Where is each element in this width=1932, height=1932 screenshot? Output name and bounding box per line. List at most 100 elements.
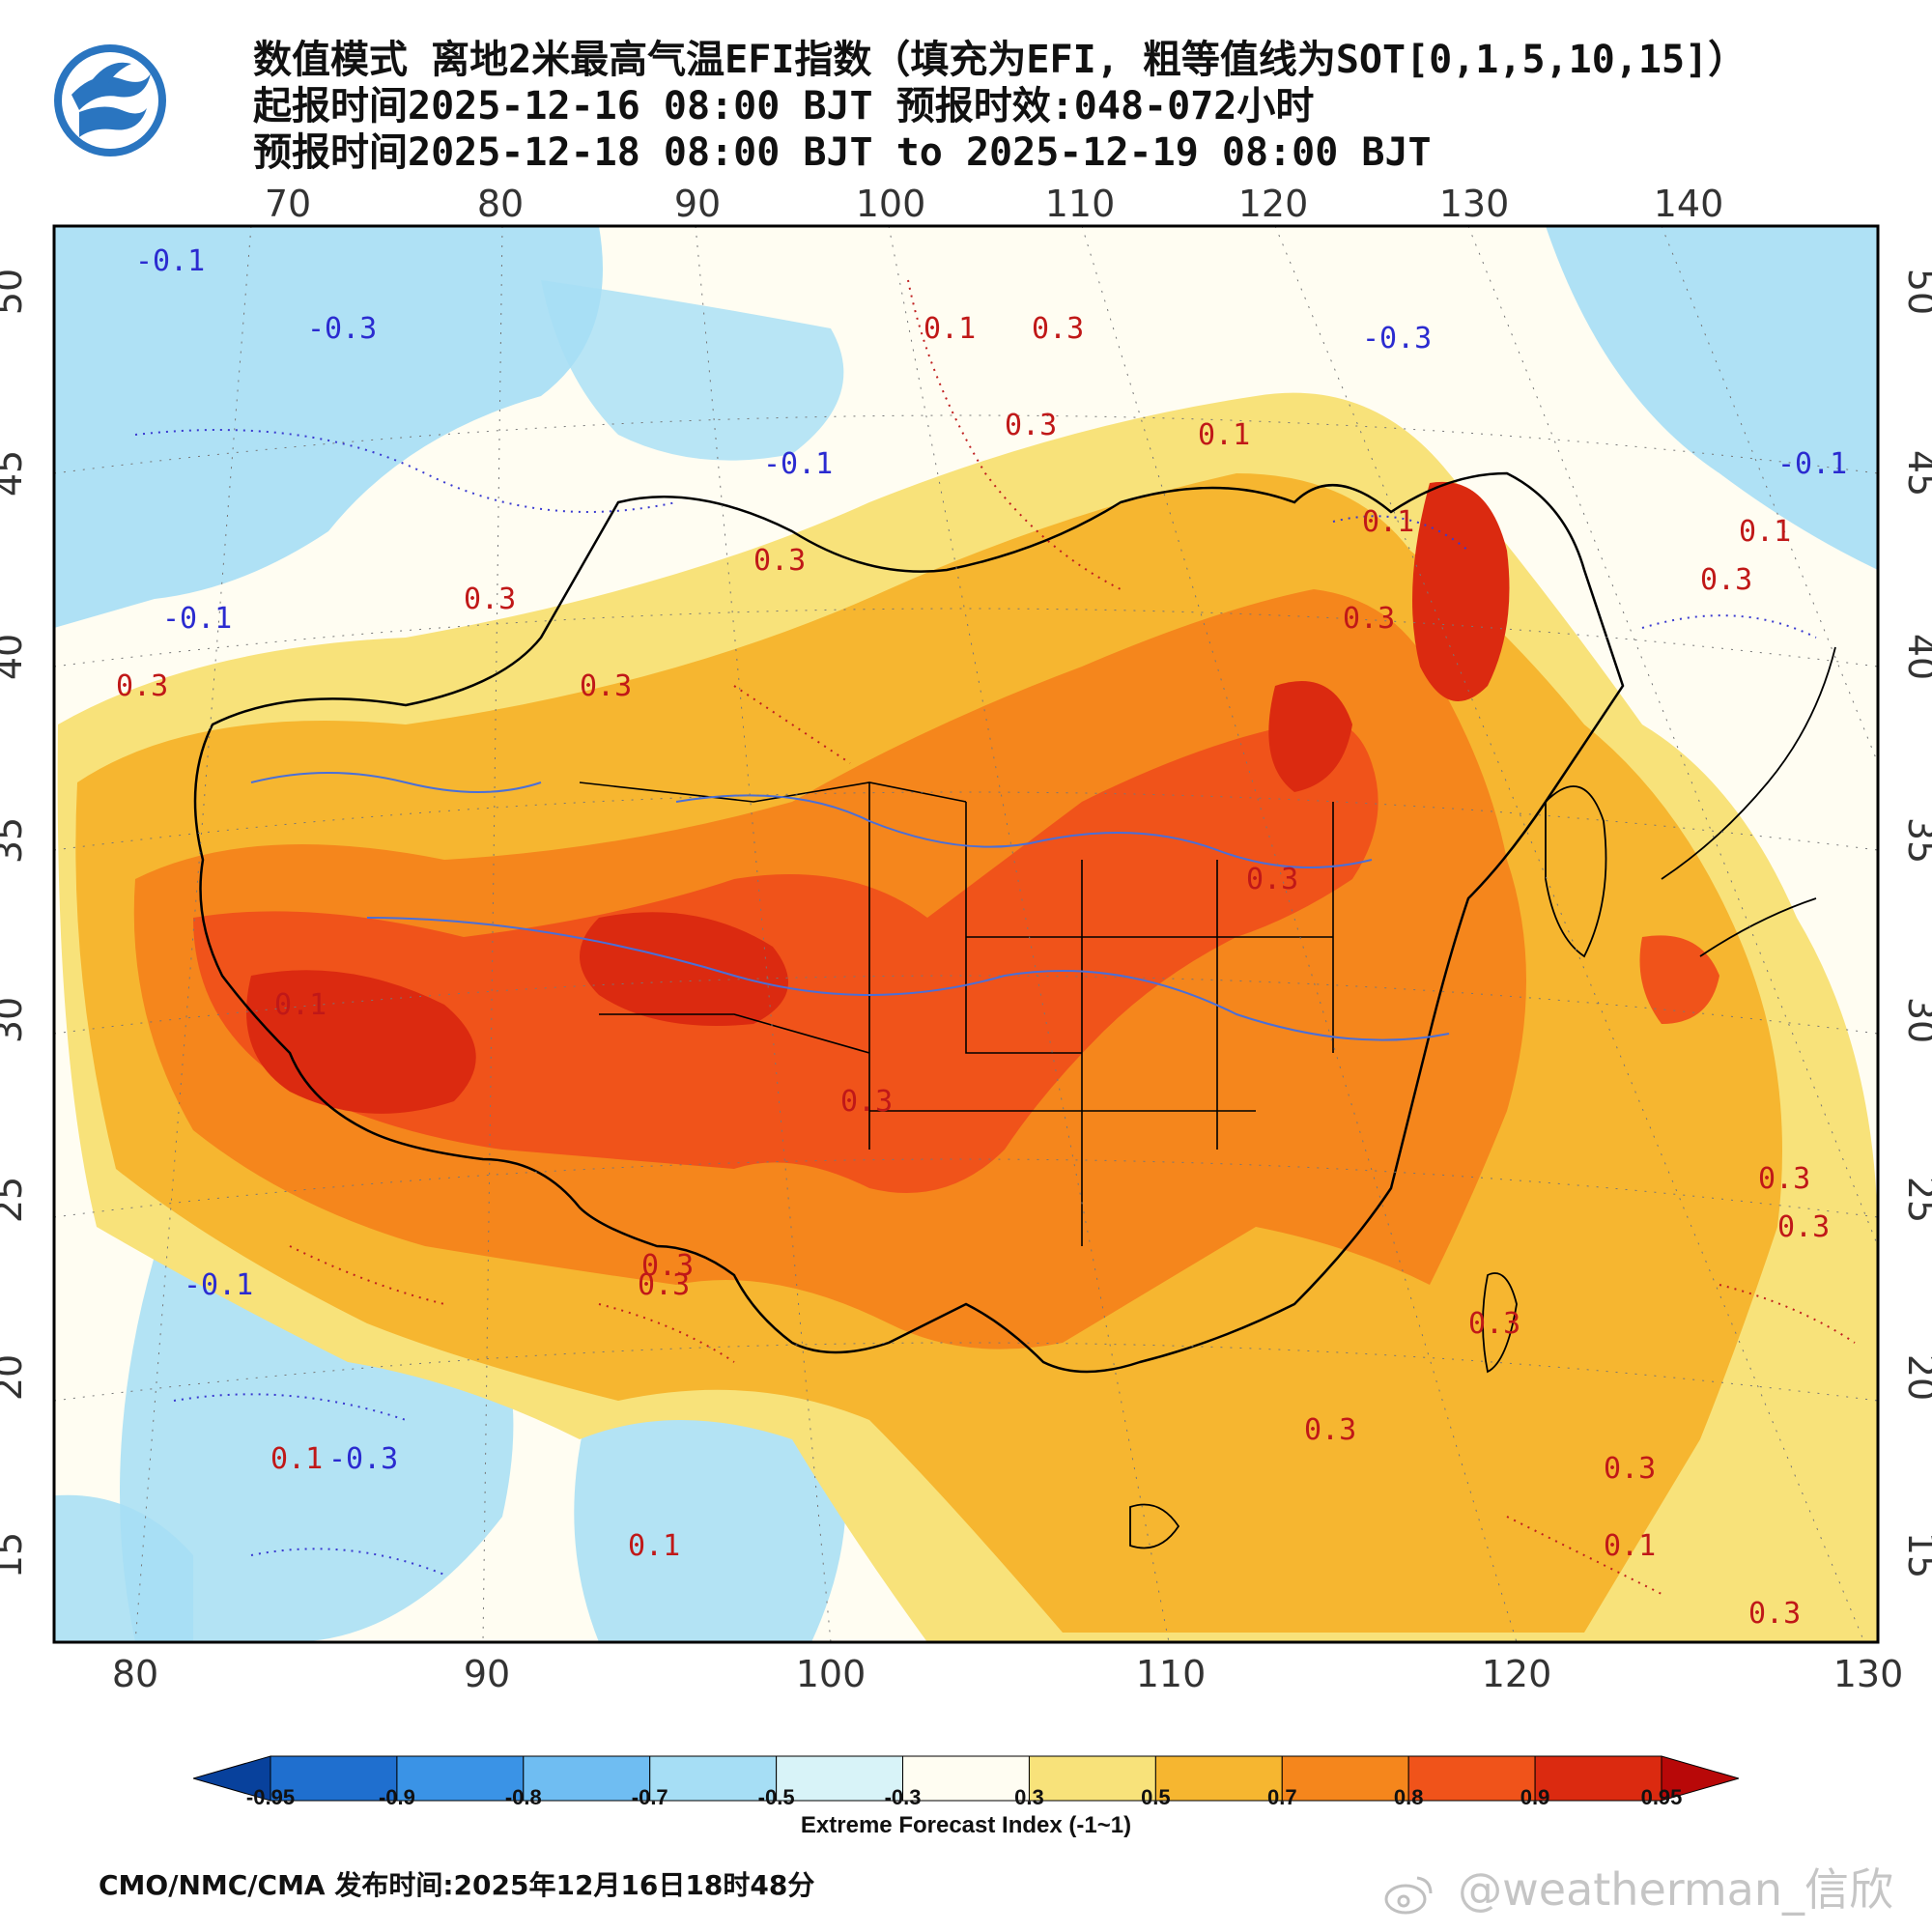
colorbar-label: 0.8	[1393, 1785, 1424, 1809]
contour-label: 0.3	[116, 669, 168, 703]
contour-label: 0.3	[1604, 1452, 1656, 1486]
japan-coast	[1661, 646, 1836, 957]
contour-label: 0.3	[1758, 1162, 1810, 1196]
map-frame	[52, 224, 1880, 1644]
contour-negative-2	[1332, 515, 1817, 639]
river-yangtze	[366, 917, 1450, 1041]
efi-band-0.8	[193, 720, 1378, 1193]
colorbar-swatch	[1407, 1755, 1536, 1802]
lat-tick-labels: 50 45 40 35 30 25 20 15 50 45 40 35 30 2…	[0, 269, 1932, 1578]
left-tick: 20	[0, 1354, 30, 1401]
weibo-icon	[1384, 1876, 1433, 1914]
top-tick: 70	[265, 184, 311, 225]
colorbar-swatch	[776, 1755, 904, 1802]
title-line-3: 预报时间2025-12-18 08:00 BJT to 2025-12-19 0…	[253, 130, 1432, 175]
right-tick: 15	[1900, 1532, 1932, 1578]
left-tick: 45	[0, 450, 30, 497]
efi-map: -0.1 -0.3 -0.1 -0.1 0.1 0.3 0.3 0.1 0.3 …	[0, 183, 1932, 1695]
efi-band-0.9-northeast	[1412, 481, 1510, 701]
top-tick: 110	[1045, 184, 1116, 225]
hainan-coast	[1129, 1503, 1180, 1549]
colorbar-label: -0.9	[378, 1785, 415, 1809]
right-tick: 20	[1900, 1354, 1932, 1401]
contour-label: 0.3	[1468, 1307, 1520, 1341]
footer-text: CMO/NMC/CMA 发布时间:2025年12月16日18时48分	[99, 1869, 815, 1901]
contour-label: 0.3	[1032, 312, 1084, 346]
contour-label: 0.3	[1343, 602, 1395, 636]
contour-label: 0.3	[641, 1249, 694, 1283]
colorbar-swatch	[270, 1755, 398, 1802]
top-tick: 140	[1654, 184, 1724, 225]
contour-label: -0.1	[135, 244, 205, 278]
colorbar-swatch	[902, 1755, 1030, 1802]
right-tick: 25	[1900, 1177, 1932, 1223]
contour-label: -0.1	[184, 1268, 253, 1302]
efi-band-0.8-sea	[1639, 935, 1719, 1024]
contour-label: 0.3	[638, 1268, 690, 1302]
right-tick: 40	[1900, 634, 1932, 680]
taiwan-coast	[1482, 1272, 1518, 1374]
contour-label: 0.1	[1198, 418, 1250, 452]
contour-label: -0.3	[307, 312, 377, 346]
korea-coast	[1545, 785, 1607, 958]
cold-region-northeast	[1546, 226, 1878, 570]
cold-region-northwest	[54, 226, 603, 628]
contour-negative-1	[134, 429, 677, 513]
efi-band-0.9-tibet-central	[580, 912, 788, 1026]
top-tick: 80	[477, 184, 524, 225]
colorbar-swatch	[649, 1755, 778, 1802]
bottom-tick: 110	[1136, 1653, 1207, 1695]
contour-label: 0.1	[1362, 505, 1414, 539]
watermark: @weatherman_信欣	[1382, 1855, 1893, 1918]
watermark-text: @weatherman_信欣	[1458, 1863, 1893, 1916]
bottom-tick: 130	[1833, 1653, 1904, 1695]
title-line-1: 数值模式 离地2米最高气温EFI指数（填充为EFI, 粗等值线为SOT[0,1,…	[253, 38, 1747, 82]
contour-label: -0.1	[1777, 447, 1847, 481]
graticule	[54, 226, 1878, 1642]
colorbar-title: Extreme Forecast Index (-1~1)	[800, 1812, 1132, 1838]
left-tick: 35	[0, 817, 30, 864]
contour-positive-1	[733, 279, 1662, 1595]
map-area: -0.1 -0.3 -0.1 -0.1 0.1 0.3 0.3 0.1 0.3 …	[0, 183, 1932, 1700]
colorbar-swatch	[1154, 1755, 1283, 1802]
contour-label: 0.1	[1739, 515, 1791, 549]
contour-label: -0.3	[328, 1442, 398, 1476]
contour-label: 0.1	[628, 1529, 680, 1563]
contour-label: 0.3	[1700, 563, 1752, 597]
colorbar-label: -0.8	[504, 1785, 542, 1809]
contour-negative-3	[173, 1393, 445, 1576]
title-block: 数值模式 离地2米最高气温EFI指数（填充为EFI, 粗等值线为SOT[0,1,…	[253, 37, 1895, 176]
left-tick: 30	[0, 997, 30, 1043]
right-tick: 35	[1900, 817, 1932, 864]
cold-region-southwest	[54, 1494, 193, 1642]
contour-label: 0.3	[464, 582, 516, 616]
contour-label: 0.3	[1748, 1597, 1801, 1631]
colorbar-label: 0.9	[1520, 1785, 1550, 1809]
right-tick: 50	[1900, 269, 1932, 315]
colorbar-label: 0.5	[1141, 1785, 1171, 1809]
colorbar-labels: -0.95 -0.9 -0.8 -0.7 -0.5 -0.3 0.3 0.5 0.7 0.8 0.9…	[193, 1785, 1739, 1814]
contour-label: 0.1	[923, 312, 976, 346]
cma-logo	[54, 44, 166, 156]
cold-region-mongolia	[541, 280, 844, 461]
bottom-tick: 90	[464, 1653, 510, 1695]
bottom-tick: 120	[1482, 1653, 1552, 1695]
contour-positive-2	[289, 1245, 1856, 1363]
colorbar-arrow-high	[1661, 1755, 1739, 1802]
colorbar-swatch	[1028, 1755, 1156, 1802]
right-tick: 30	[1900, 997, 1932, 1043]
left-tick: 50	[0, 269, 30, 315]
contour-label: 0.3	[1777, 1210, 1830, 1244]
contour-label: 0.3	[753, 544, 806, 578]
top-tick: 100	[856, 184, 926, 225]
efi-band-0.9-inner-mongolia	[1268, 681, 1352, 792]
tick-labels: 70 80 90 100 110 120 130 140 80 90 100 1…	[112, 183, 1904, 1695]
contour-label: -0.1	[162, 602, 232, 636]
left-tick: 25	[0, 1177, 30, 1223]
river-tarim	[250, 772, 542, 793]
colorbar-label: -0.3	[884, 1785, 922, 1809]
colorbar-swatch	[1534, 1755, 1662, 1802]
left-tick: 40	[0, 634, 30, 680]
contour-label: 0.3	[1304, 1413, 1356, 1447]
colorbar-label: -0.7	[631, 1785, 668, 1809]
